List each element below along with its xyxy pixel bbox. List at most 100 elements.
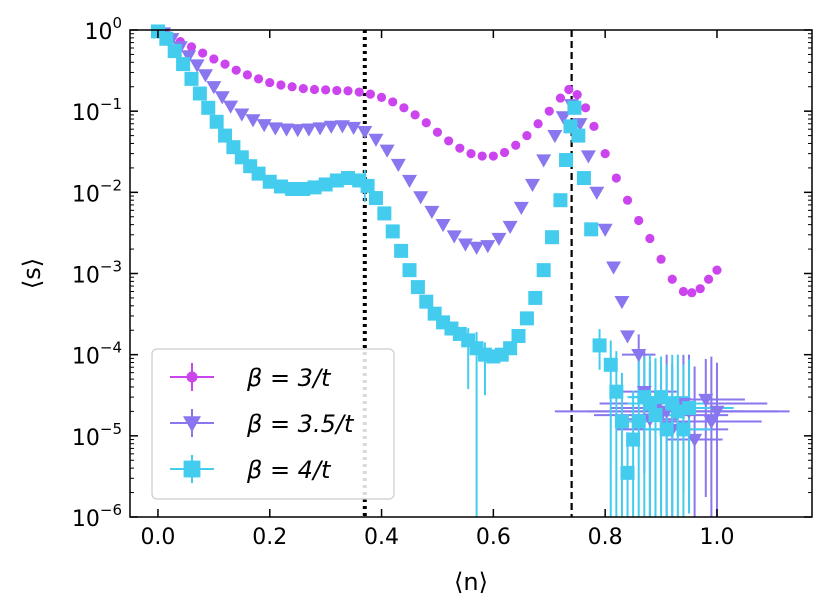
data-point: [503, 341, 518, 356]
data-point: [695, 284, 705, 294]
data-point: [301, 123, 317, 137]
data-point: [626, 432, 641, 447]
data-point: [242, 70, 252, 80]
data-point: [189, 59, 205, 73]
data-point: [567, 100, 582, 115]
data-point: [600, 149, 610, 159]
data-point: [659, 422, 674, 437]
data-point: [394, 243, 409, 258]
data-point: [676, 422, 691, 437]
legend-marker: [183, 416, 201, 432]
data-point: [424, 205, 440, 220]
data-point: [390, 158, 406, 173]
y-tick-label: 10−6: [72, 501, 122, 532]
data-point: [687, 288, 697, 298]
data-point: [455, 143, 465, 153]
data-point: [201, 100, 216, 115]
data-point: [388, 97, 398, 107]
data-point: [642, 396, 657, 411]
y-tick-label-base: 10: [72, 101, 100, 126]
data-point: [631, 349, 647, 363]
y-tick-label: 10−3: [72, 258, 122, 289]
data-point: [712, 265, 722, 275]
data-point: [402, 174, 418, 188]
data-point: [709, 405, 725, 419]
data-point: [571, 128, 586, 143]
data-point: [234, 108, 250, 122]
data-point: [296, 181, 311, 196]
data-point: [446, 230, 462, 244]
data-point: [410, 110, 420, 120]
data-point: [606, 261, 622, 275]
data-point: [511, 140, 521, 150]
data-point: [491, 232, 507, 246]
data-point: [603, 357, 618, 372]
data-point: [354, 87, 364, 97]
data-point: [256, 119, 272, 133]
x-axis-label: ⟨n⟩: [454, 568, 488, 596]
y-tick-label: 10−2: [72, 176, 122, 207]
data-point: [545, 230, 560, 245]
data-point: [631, 414, 646, 429]
data-point: [321, 85, 331, 95]
x-tick-label: 0.2: [252, 525, 287, 550]
data-point: [192, 86, 207, 101]
data-point: [609, 384, 624, 399]
y-tick-label-exponent: 0: [112, 14, 122, 32]
data-point: [457, 238, 473, 252]
data-point: [648, 408, 663, 423]
y-tick-label-exponent: −5: [100, 420, 122, 438]
data-point: [536, 154, 552, 168]
y-tick-label-exponent: −1: [100, 95, 122, 113]
data-point: [298, 83, 308, 94]
x-tick-label: 0.8: [588, 525, 623, 550]
y-tick-label-base: 10: [72, 345, 100, 370]
data-point: [167, 44, 182, 59]
data-point: [360, 178, 375, 193]
data-point: [410, 280, 425, 295]
data-point: [555, 111, 571, 125]
data-point: [421, 118, 431, 128]
data-point: [622, 195, 633, 205]
data-point: [379, 144, 395, 158]
data-point: [488, 151, 498, 161]
data-point: [251, 166, 266, 181]
y-tick-label-exponent: −2: [100, 176, 122, 194]
data-point: [620, 330, 636, 344]
data-point: [329, 173, 344, 188]
data-point: [276, 80, 286, 90]
data-point: [399, 103, 409, 113]
data-point: [176, 57, 191, 72]
data-point: [564, 84, 574, 95]
data-point: [620, 465, 635, 480]
legend-marker: [183, 460, 201, 478]
data-point: [580, 103, 591, 113]
data-point: [522, 131, 532, 141]
y-tick-label-base: 10: [72, 182, 100, 207]
data-point: [206, 81, 222, 95]
data-point: [544, 106, 554, 116]
legend-label: β = 3/t: [246, 364, 332, 392]
data-point: [209, 114, 224, 129]
data-point: [480, 240, 496, 254]
data-point: [444, 136, 454, 146]
data-point: [519, 311, 534, 326]
y-tick-label-base: 10: [72, 507, 100, 532]
data-point: [589, 186, 605, 200]
data-point: [499, 147, 510, 158]
data-point: [656, 254, 666, 264]
data-point: [231, 65, 241, 75]
data-point: [214, 91, 230, 105]
data-point: [223, 100, 239, 114]
data-point: [309, 84, 320, 95]
data-point: [533, 119, 543, 129]
x-tick-labels: 0.0 0.2 0.4 0.6 0.8 1.0: [140, 525, 734, 550]
y-tick-label-exponent: −6: [100, 501, 122, 519]
data-point: [290, 124, 306, 138]
data-point: [184, 71, 199, 86]
data-point: [547, 129, 563, 144]
data-point: [287, 82, 297, 92]
data-point: [341, 171, 356, 186]
data-point: [528, 290, 543, 305]
